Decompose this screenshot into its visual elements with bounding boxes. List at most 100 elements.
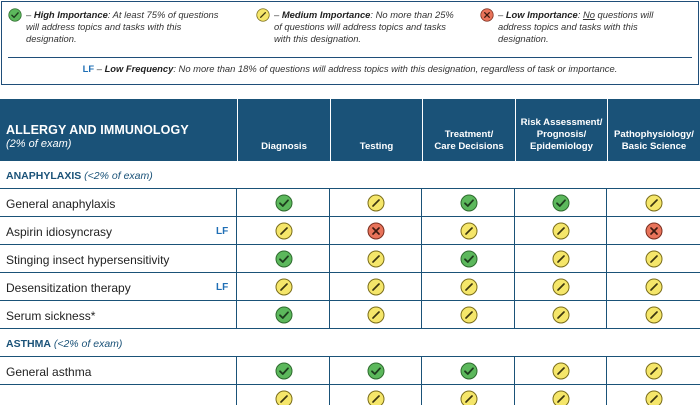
high-importance-icon xyxy=(8,8,22,25)
high-importance-icon xyxy=(552,194,570,212)
column-header-text: Prognosis/ xyxy=(536,129,587,140)
legend-high-text-3: designation. xyxy=(26,33,77,44)
table-row: Stinging insect hypersensitivity xyxy=(0,245,700,273)
legend-divider xyxy=(8,57,692,58)
column-divider xyxy=(236,301,237,329)
medium-importance-icon xyxy=(367,390,385,405)
column-divider xyxy=(514,245,515,273)
medium-importance-icon xyxy=(645,278,663,296)
medium-importance-icon xyxy=(460,222,478,240)
table-row: Serum sickness* xyxy=(0,301,700,329)
legend-low-text-2: address topics and tasks with this xyxy=(498,21,638,32)
medium-importance-icon xyxy=(256,8,270,25)
column-divider xyxy=(236,245,237,273)
column-divider xyxy=(329,273,330,301)
column-header-text: Pathophysiology/ xyxy=(614,129,694,140)
medium-importance-icon xyxy=(460,306,478,324)
table-row: Desensitization therapy LF xyxy=(0,273,700,301)
table-title-block: ALLERGY AND IMMUNOLOGY (2% of exam) xyxy=(6,123,189,150)
column-divider xyxy=(514,357,515,385)
high-importance-icon xyxy=(460,362,478,380)
low-importance-icon xyxy=(367,222,385,240)
high-importance-icon xyxy=(275,194,293,212)
table-row: General anaphylaxis xyxy=(0,189,700,217)
legend-medium-text-1: : No more than 25% xyxy=(370,9,454,20)
column-divider xyxy=(606,217,607,245)
column-divider xyxy=(236,189,237,217)
column-divider xyxy=(421,273,422,301)
section-title: ANAPHYLAXIS xyxy=(6,170,82,182)
column-divider xyxy=(329,301,330,329)
legend-lf-text: : No more than 18% of questions will add… xyxy=(173,63,618,74)
column-header-text: Basic Science xyxy=(621,141,687,152)
column-header-1: Diagnosis xyxy=(237,99,330,161)
section-name: ANAPHYLAXIS (<2% of exam) xyxy=(6,170,153,182)
medium-importance-icon xyxy=(275,390,293,405)
column-divider xyxy=(421,245,422,273)
legend-medium-text-2: of questions will address topics and tas… xyxy=(274,21,446,32)
section-percent: (<2% of exam) xyxy=(50,338,123,350)
high-importance-icon xyxy=(460,250,478,268)
legend-high-dash: – xyxy=(26,9,34,20)
medium-importance-icon xyxy=(552,306,570,324)
column-header-text: Treatment/ xyxy=(444,129,494,140)
column-divider xyxy=(514,217,515,245)
medium-importance-icon xyxy=(552,250,570,268)
medium-importance-icon xyxy=(552,222,570,240)
row-label: Serum sickness* xyxy=(6,309,96,323)
column-divider xyxy=(606,189,607,217)
section-name: ASTHMA (<2% of exam) xyxy=(6,338,122,350)
legend-importance-row: – High Importance: At least 75% of quest… xyxy=(2,8,698,54)
legend-low-dash: – xyxy=(498,9,506,20)
column-divider xyxy=(421,357,422,385)
column-divider xyxy=(514,189,515,217)
medium-importance-icon xyxy=(275,222,293,240)
row-label: Stinging insect hypersensitivity xyxy=(6,253,170,267)
column-divider xyxy=(421,385,422,405)
legend-low-text-pre: : xyxy=(577,9,583,20)
high-importance-icon xyxy=(460,194,478,212)
legend-lf-dash: – xyxy=(94,63,105,74)
column-divider xyxy=(606,273,607,301)
column-divider xyxy=(606,301,607,329)
row-label: General anaphylaxis xyxy=(6,197,116,211)
legend-medium-text-3: with this designation. xyxy=(274,33,362,44)
column-divider xyxy=(236,357,237,385)
column-divider xyxy=(514,301,515,329)
high-importance-icon xyxy=(367,362,385,380)
medium-importance-icon xyxy=(367,306,385,324)
medium-importance-icon xyxy=(367,194,385,212)
legend-box: – High Importance: At least 75% of quest… xyxy=(1,1,699,85)
high-importance-icon xyxy=(275,306,293,324)
column-divider xyxy=(421,189,422,217)
table-row xyxy=(0,385,700,405)
medium-importance-icon xyxy=(552,278,570,296)
legend-high-label: High Importance xyxy=(33,9,108,20)
high-importance-icon xyxy=(275,250,293,268)
column-divider xyxy=(236,217,237,245)
low-frequency-badge: LF xyxy=(216,282,229,293)
column-divider xyxy=(236,273,237,301)
column-divider xyxy=(606,245,607,273)
medium-importance-icon xyxy=(645,390,663,405)
medium-importance-icon xyxy=(460,390,478,405)
medium-importance-icon xyxy=(460,278,478,296)
column-header-text: Risk Assessment/ xyxy=(520,117,603,128)
column-header-text: Care Decisions xyxy=(434,141,504,152)
column-divider xyxy=(329,189,330,217)
table-row: General asthma xyxy=(0,357,700,385)
table-title: ALLERGY AND IMMUNOLOGY xyxy=(6,123,189,137)
legend-low-label: Low Importance xyxy=(505,9,578,20)
medium-importance-icon xyxy=(367,278,385,296)
column-header-text: Diagnosis xyxy=(261,141,307,152)
legend-high-text-1: : At least 75% of questions xyxy=(107,9,219,20)
column-header-5: Pathophysiology/Basic Science xyxy=(607,99,700,161)
column-divider xyxy=(514,385,515,405)
column-header-4: Risk Assessment/Prognosis/Epidemiology xyxy=(515,99,607,161)
column-divider xyxy=(329,245,330,273)
medium-importance-icon xyxy=(552,362,570,380)
column-divider xyxy=(329,217,330,245)
column-divider xyxy=(514,273,515,301)
legend-low-text-3: designation. xyxy=(498,33,549,44)
medium-importance-icon xyxy=(645,306,663,324)
